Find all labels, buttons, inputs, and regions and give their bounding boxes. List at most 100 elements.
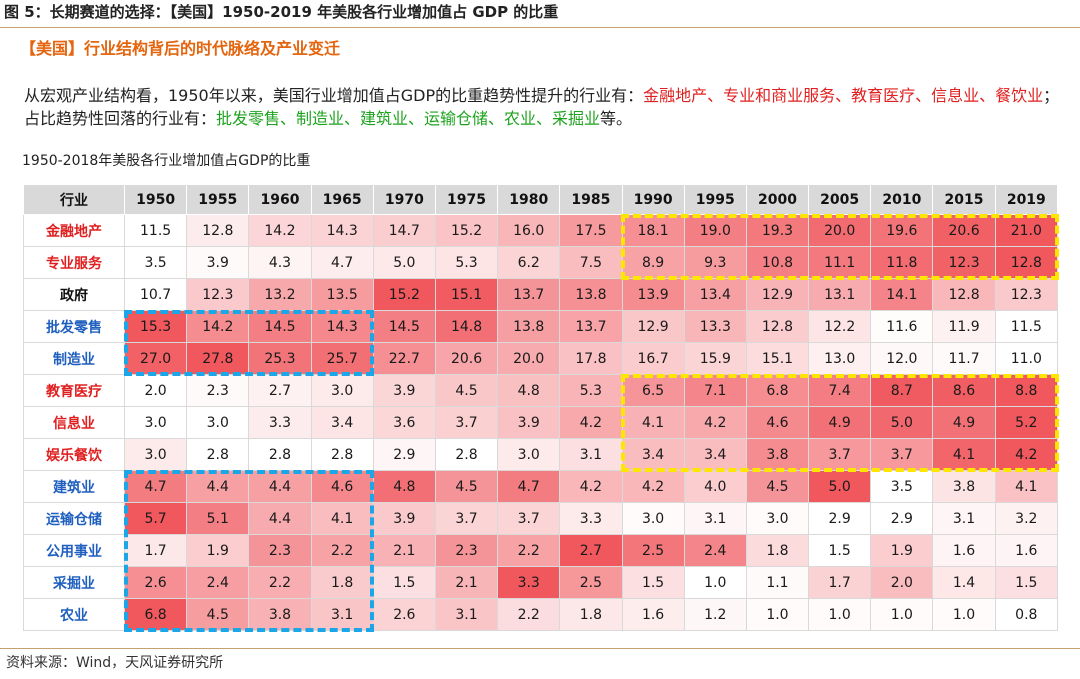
heatmap-cell: 4.2 — [559, 406, 623, 439]
heatmap-cell: 4.1 — [994, 470, 1059, 503]
heatmap-cell: 2.2 — [497, 534, 561, 567]
heatmap-cell: 15.9 — [683, 342, 747, 375]
heatmap-cell: 1.1 — [745, 566, 810, 599]
table-row: 金融地产 11.5 12.8 14.2 14.3 14.7 15.2 16.0 17.5 18.1… — [23, 214, 1059, 247]
heatmap-cell: 19.6 — [870, 214, 934, 247]
heatmap-cell: 16.0 — [497, 214, 561, 247]
source-note: 资料来源：Wind，天风证券研究所 — [6, 655, 224, 671]
heatmap-cell: 1.7 — [808, 566, 872, 599]
heatmap-cell: 15.2 — [372, 278, 436, 311]
heatmap-cell: 14.3 — [310, 214, 374, 247]
heatmap-cell: 2.2 — [497, 598, 561, 631]
industry-label: 教育医疗 — [23, 374, 125, 407]
table-row: 批发零售 15.3 14.2 14.5 14.3 14.5 14.8 13.8 13.7 12.9… — [23, 310, 1059, 343]
heatmap-cell: 12.9 — [745, 278, 810, 311]
heatmap-cell: 13.0 — [808, 342, 872, 375]
heatmap-cell: 12.0 — [870, 342, 934, 375]
heatmap-cell: 13.8 — [559, 278, 623, 311]
heatmap-cell: 2.9 — [372, 438, 436, 471]
heatmap-cell: 5.1 — [186, 502, 250, 535]
heatmap-cell: 8.7 — [870, 374, 934, 407]
heatmap-cell: 3.8 — [932, 470, 996, 503]
heatmap-cell: 18.1 — [621, 214, 685, 247]
heatmap-cell: 14.1 — [870, 278, 934, 311]
section-title: 【美国】行业结构背后的时代脉络及产业变迁 — [20, 39, 341, 58]
table-row: 教育医疗 2.0 2.3 2.7 3.0 3.9 4.5 4.8 5.3 6.5 7.1 6.8 7.4… — [23, 374, 1059, 407]
industry-label: 信息业 — [23, 406, 125, 439]
heatmap-cell: 17.8 — [559, 342, 623, 375]
heatmap-cell: 2.4 — [683, 534, 747, 567]
heatmap-cell: 13.3 — [683, 310, 747, 343]
heatmap-cell: 3.2 — [994, 502, 1059, 535]
heatmap-cell: 2.5 — [559, 566, 623, 599]
heatmap-cell: 10.8 — [745, 246, 810, 279]
heatmap-cell: 3.7 — [870, 438, 934, 471]
heatmap-cell: 2.4 — [186, 566, 250, 599]
heatmap-cell: 20.6 — [434, 342, 499, 375]
table-row: 运输仓储 5.7 5.1 4.4 4.1 3.9 3.7 3.7 3.3 3.0 3.1 3.0 2.9… — [23, 502, 1059, 535]
heatmap-cell: 1.0 — [683, 566, 747, 599]
heatmap-cell: 3.0 — [186, 406, 250, 439]
heatmap-cell: 15.2 — [434, 214, 499, 247]
year-column-header: 1950 — [123, 184, 188, 215]
heatmap-cell: 1.9 — [186, 534, 250, 567]
heatmap-cell: 20.0 — [497, 342, 561, 375]
heatmap-cell: 14.5 — [248, 310, 312, 343]
heatmap-body: 金融地产 11.5 12.8 14.2 14.3 14.7 15.2 16.0 17.5 18.1… — [23, 214, 1059, 631]
heatmap-cell: 8.8 — [994, 374, 1059, 407]
year-column-header: 1975 — [434, 184, 499, 215]
heatmap-cell: 12.8 — [994, 246, 1059, 279]
heatmap-cell: 3.8 — [248, 598, 312, 631]
heatmap-cell: 14.2 — [248, 214, 312, 247]
heatmap-cell: 20.6 — [932, 214, 996, 247]
heatmap-cell: 3.9 — [372, 502, 436, 535]
heatmap-cell: 12.9 — [621, 310, 685, 343]
heatmap-cell: 11.5 — [123, 214, 188, 247]
year-column-header: 1980 — [497, 184, 561, 215]
year-column-header: 1960 — [248, 184, 312, 215]
heatmap-cell: 2.2 — [248, 566, 312, 599]
heatmap-cell: 15.3 — [123, 310, 188, 343]
heatmap-cell: 4.8 — [497, 374, 561, 407]
heatmap-cell: 27.8 — [186, 342, 250, 375]
heatmap-cell: 13.7 — [559, 310, 623, 343]
heatmap-cell: 13.9 — [621, 278, 685, 311]
heatmap-cell: 13.1 — [808, 278, 872, 311]
heatmap-cell: 12.8 — [745, 310, 810, 343]
heatmap-cell: 3.0 — [123, 406, 188, 439]
summary-falling-industries: 批发零售、制造业、建筑业、运输仓储、农业、采掘业 — [216, 109, 601, 128]
heatmap-cell: 4.4 — [248, 502, 312, 535]
heatmap-cell: 7.4 — [808, 374, 872, 407]
heatmap-cell: 2.0 — [123, 374, 188, 407]
heatmap-cell: 1.0 — [932, 598, 996, 631]
industry-label: 专业服务 — [23, 246, 125, 279]
summary-rising-industries: 金融地产、专业和商业服务、教育医疗、信息业、餐饮业 — [643, 86, 1044, 105]
heatmap-cell: 15.1 — [745, 342, 810, 375]
heatmap-cell: 5.0 — [808, 470, 872, 503]
year-column-header: 2019 — [994, 184, 1059, 215]
heatmap-cell: 3.9 — [497, 406, 561, 439]
heatmap-cell: 4.5 — [434, 374, 499, 407]
heatmap-cell: 4.7 — [497, 470, 561, 503]
heatmap-cell: 3.4 — [621, 438, 685, 471]
heatmap-cell: 2.3 — [434, 534, 499, 567]
heatmap-cell: 1.0 — [745, 598, 810, 631]
figure-title: 图 5：长期赛道的选择：【美国】1950-2019 年美股各行业增加值占 GDP… — [4, 3, 559, 21]
heatmap-cell: 3.3 — [497, 566, 561, 599]
heatmap-cell: 5.0 — [870, 406, 934, 439]
heatmap-cell: 4.2 — [683, 406, 747, 439]
heatmap-cell: 1.5 — [994, 566, 1059, 599]
heatmap-cell: 3.9 — [372, 374, 436, 407]
industry-label: 娱乐餐饮 — [23, 438, 125, 471]
year-column-header: 2015 — [932, 184, 996, 215]
heatmap-cell: 6.8 — [745, 374, 810, 407]
heatmap-cell: 1.6 — [932, 534, 996, 567]
heatmap-cell: 4.3 — [248, 246, 312, 279]
heatmap-table: 行业 1950 1955 1960 1965 1970 1975 1980 1985 1990 1… — [23, 184, 1059, 631]
heatmap-cell: 2.9 — [870, 502, 934, 535]
heatmap-cell: 4.5 — [186, 598, 250, 631]
year-column-header: 1955 — [186, 184, 250, 215]
industry-label: 公用事业 — [23, 534, 125, 567]
heatmap-cell: 4.9 — [932, 406, 996, 439]
heatmap-cell: 25.3 — [248, 342, 312, 375]
